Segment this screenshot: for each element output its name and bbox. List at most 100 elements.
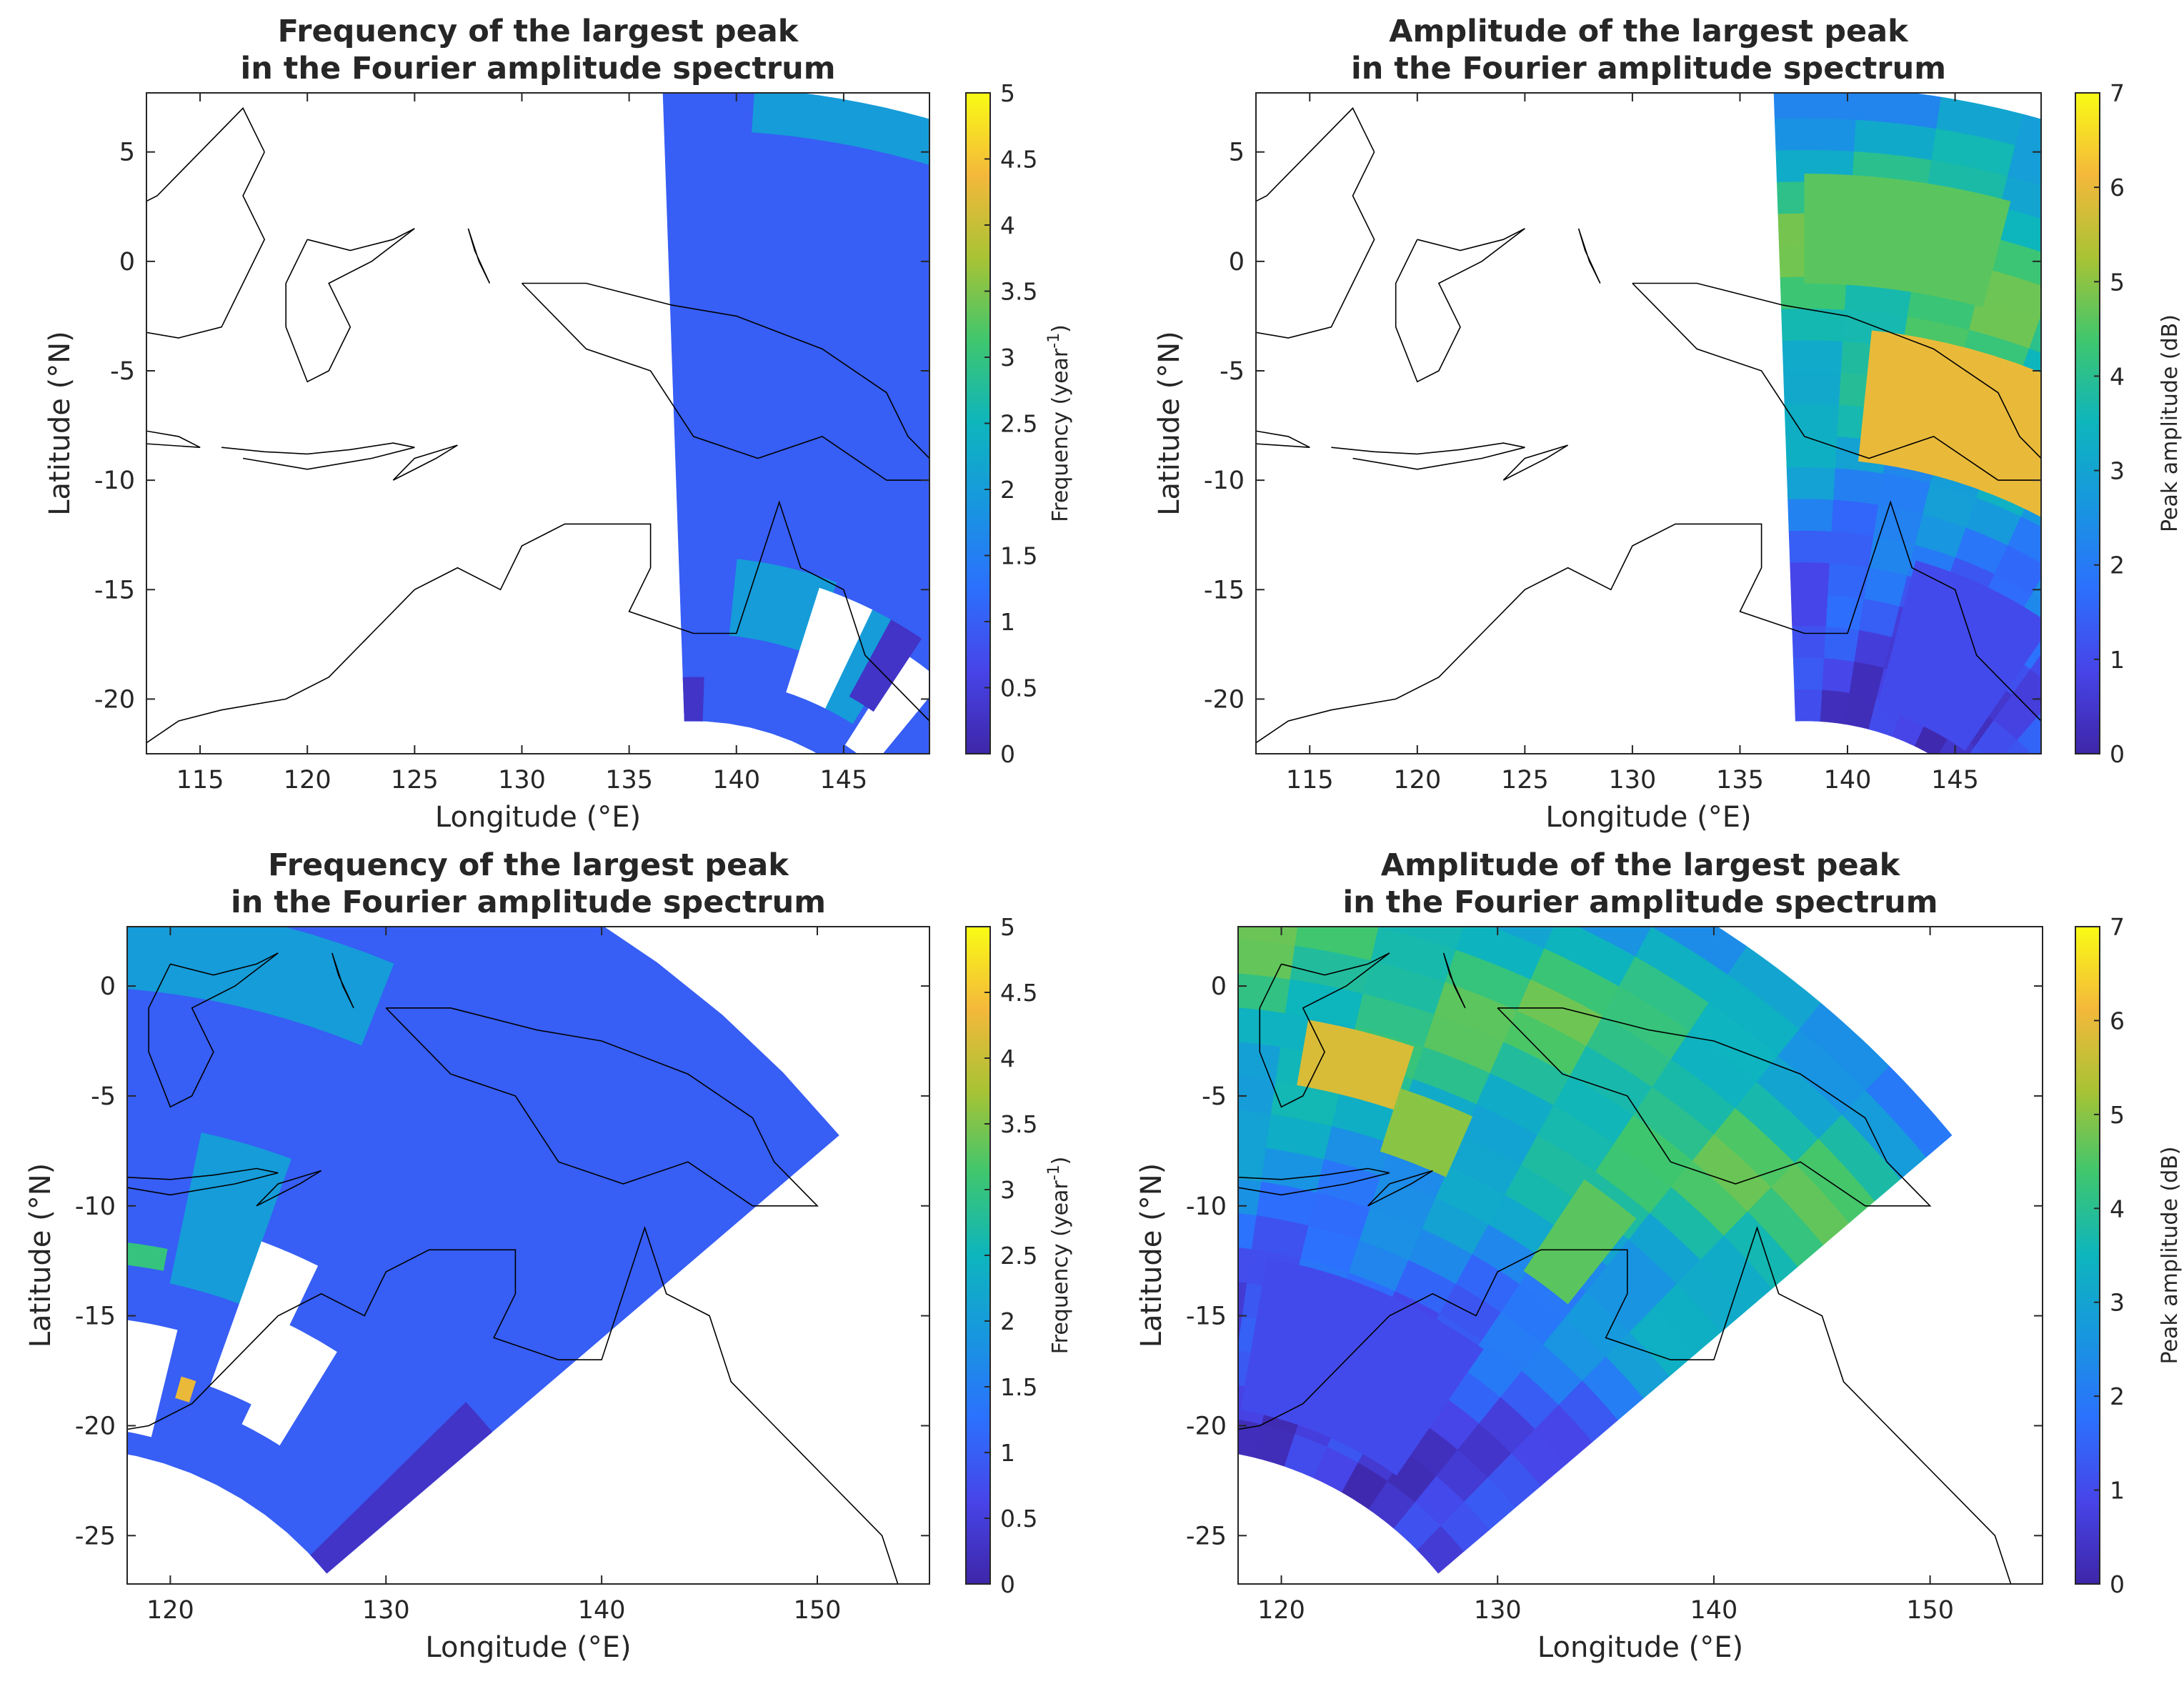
data-cell	[1792, 657, 1825, 690]
colorbar-tick-label: 7	[2110, 913, 2125, 941]
data-cell	[2095, 457, 2159, 515]
x-tick-label: 140	[578, 1596, 626, 1625]
data-cell	[2162, 549, 2184, 609]
data-cell	[1788, 530, 1832, 564]
data-cell	[2141, 574, 2184, 632]
y-tick-label: 0	[1229, 248, 1245, 276]
coastline	[127, 1225, 899, 1584]
colorbar-tick-label: 2.5	[1000, 1242, 1037, 1270]
data-cell	[1238, 1110, 1271, 1148]
data-cell	[1238, 1041, 1281, 1081]
coastline	[1442, 952, 1466, 1009]
data-cell	[2167, 172, 2184, 239]
colorbar-tick-label: 6	[2110, 1007, 2125, 1035]
colorbar-tick-label: 4	[2110, 1195, 2125, 1222]
colorbar-label-text: Frequency (year	[1048, 1180, 1073, 1355]
colorbar-tick-label: 3	[2110, 1289, 2125, 1317]
colorbar-tick-label: 5	[1000, 79, 1015, 107]
colorbar-tick-label: 3.5	[1000, 1110, 1037, 1138]
data-cell	[1402, 794, 1498, 853]
y-tick-label: 0	[1211, 972, 1227, 1001]
colorbar-label-text: Peak amplitude (dB)	[2158, 1147, 2183, 1365]
data-patch	[127, 1242, 168, 1271]
data-cell	[1787, 498, 1834, 532]
y-tick-label: -5	[1202, 1082, 1227, 1111]
data-cell	[1238, 1144, 1267, 1182]
coastline	[1395, 228, 1525, 383]
y-tick-label: -5	[1220, 357, 1245, 386]
colorbar-tick-label: 2	[2110, 1382, 2125, 1410]
data-cell	[1491, 927, 1554, 949]
chart-panel-2: 115 120 125 130 135 140 14550-5-10-15-20Amplit…	[1153, 14, 2184, 834]
colorbar	[2075, 926, 2100, 1585]
colorbar-tick-label: 1.5	[1000, 1373, 1037, 1401]
data-patch	[682, 677, 704, 722]
colorbar-tick-label: 4	[1000, 211, 1015, 239]
y-axis-label: Latitude (°N)	[24, 1163, 57, 1347]
coastline	[148, 952, 279, 1108]
colorbar-tick-label: 3.5	[1000, 278, 1037, 306]
y-tick-label: -25	[75, 1522, 116, 1550]
x-axis-label: Longitude (°E)	[1545, 801, 1751, 834]
data-cell	[1782, 339, 1843, 374]
plot-area	[1256, 93, 2184, 754]
coastline	[1256, 430, 1310, 448]
y-tick-label: -10	[1186, 1192, 1227, 1221]
y-tick-label: -10	[1204, 467, 1245, 495]
coastline	[1367, 1170, 1433, 1207]
data-cell	[1238, 1247, 1252, 1283]
data-cell	[1195, 1346, 1237, 1384]
data-patch	[849, 619, 922, 712]
colorbar-tick-label: 0	[1000, 740, 1015, 768]
colorbar-tick-label: 2	[1000, 1307, 1015, 1335]
coastline	[467, 228, 491, 284]
data-patch	[241, 1325, 337, 1446]
colorbar-tick-label: 0	[2110, 1570, 2125, 1598]
data-patch	[310, 1402, 493, 1574]
data-cell	[1785, 434, 1838, 469]
x-tick-label: 120	[146, 1596, 194, 1625]
chart-title-line2: in the Fourier amplitude spectrum	[1351, 51, 1946, 86]
data-patch	[1297, 1020, 1415, 1110]
plot-area	[127, 927, 899, 1584]
colorbar-tick-label: 5	[2110, 1101, 2125, 1129]
coastline	[1497, 1007, 1932, 1207]
colorbar-tick-label: 1	[2110, 1477, 2125, 1505]
coastline	[127, 962, 128, 966]
y-tick-label: 5	[1229, 139, 1245, 167]
data-cell	[1821, 657, 1855, 693]
coastline	[385, 1007, 819, 1207]
coastline	[146, 107, 266, 339]
y-tick-label: -20	[94, 685, 135, 714]
coastline	[521, 282, 929, 481]
coastline	[1256, 500, 2041, 744]
colorbar-tick-label: 4	[1000, 1045, 1015, 1072]
coastline	[1259, 952, 1390, 1108]
data-cell	[1830, 499, 1879, 537]
coastline	[1238, 1167, 1390, 1196]
data-cell	[1820, 689, 1850, 724]
data-patch	[844, 652, 929, 754]
y-axis-label: Latitude (°N)	[44, 331, 76, 515]
data-patch	[1858, 330, 2041, 517]
x-tick-label: 115	[1286, 766, 1334, 794]
coastline	[1238, 1225, 2012, 1584]
colorbar-tick-label: 0	[2110, 740, 2125, 768]
y-tick-label: -15	[75, 1302, 116, 1331]
y-tick-label: 0	[100, 972, 116, 1001]
colorbar-tick-label: 5	[2110, 268, 2125, 296]
chart-title-line2: in the Fourier amplitude spectrum	[231, 885, 826, 920]
data-cell	[2060, 229, 2140, 287]
data-cell	[1773, 93, 1858, 120]
data-cell	[1784, 403, 1840, 437]
x-tick-label: 125	[1501, 766, 1549, 794]
colorbar-label-end: )	[1048, 1157, 1073, 1165]
colorbar-tick-label: 1	[2110, 646, 2125, 674]
x-tick-label: 130	[1474, 1596, 1522, 1625]
x-tick-label: 145	[1931, 766, 1979, 794]
data-cell	[1829, 531, 1874, 568]
coastline	[1577, 228, 1601, 284]
data-cell	[2120, 597, 2175, 653]
